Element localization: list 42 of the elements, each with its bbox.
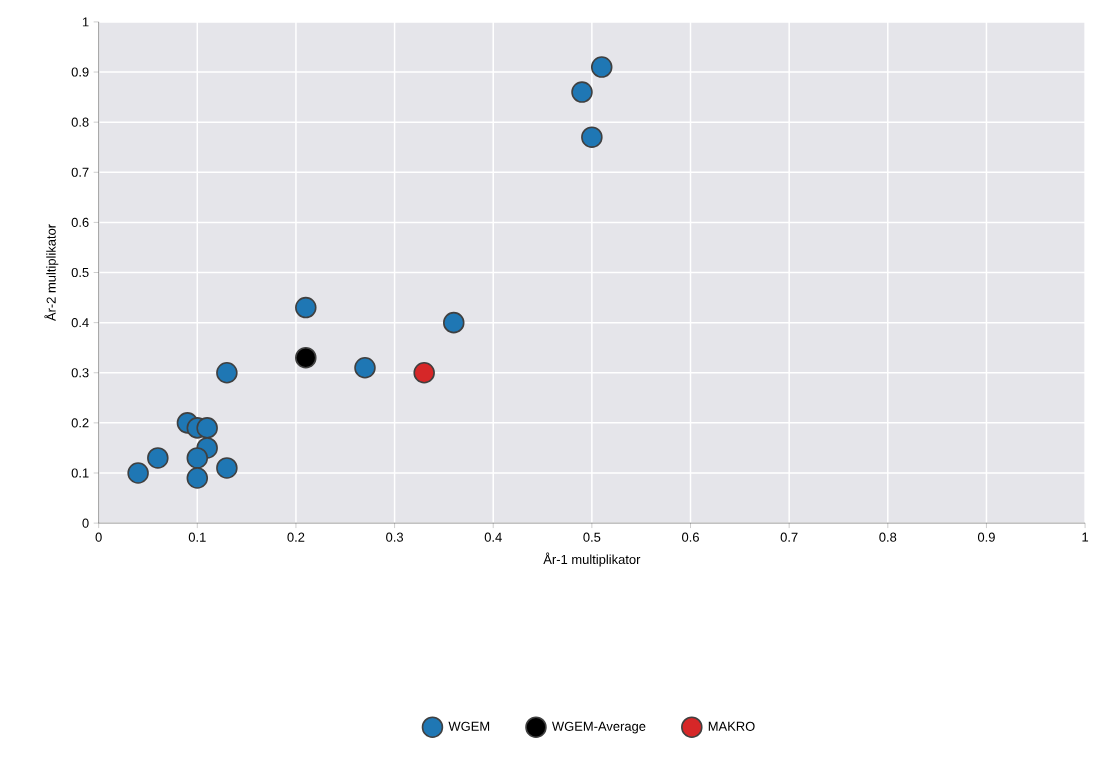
x-tick-label: 0.6: [682, 532, 699, 542]
x-tick-label: 0.7: [780, 532, 798, 542]
y-tick-label: 1: [82, 17, 89, 27]
x-tick-label: 0.2: [287, 532, 305, 542]
y-tick-label: 0: [82, 518, 89, 528]
y-tick-label: 0.8: [71, 117, 89, 127]
y-tick-label: 0.3: [71, 368, 89, 378]
x-tick-label: 0: [95, 532, 102, 542]
point: [216, 361, 238, 384]
point: [413, 361, 435, 384]
point: [581, 126, 603, 148]
y-axis-title: År-2 multiplikator: [44, 224, 59, 321]
x-tick-label: 0.9: [977, 532, 995, 542]
point: [186, 447, 209, 469]
point: [354, 356, 376, 379]
point: [571, 81, 593, 103]
point: [127, 462, 149, 484]
legend-label: MAKRO: [708, 721, 755, 731]
y-tick-label: 0.7: [71, 167, 89, 177]
x-tick-label: 1: [1082, 532, 1089, 542]
x-tick-label: 0.5: [583, 532, 601, 542]
legend-label: WGEM-Average: [551, 721, 646, 734]
y-tick-label: 0.2: [71, 418, 89, 428]
point: [590, 56, 613, 78]
point: [216, 457, 238, 479]
x-tick-label: 0.3: [386, 532, 404, 542]
point: [196, 416, 218, 439]
y-tick-label: 0.9: [71, 67, 89, 77]
legend-label: WGEM: [448, 721, 490, 731]
y-tick-label: 0.6: [71, 217, 89, 227]
point: [295, 296, 317, 319]
y-tick-label: 0.4: [71, 317, 89, 328]
x-tick-label: 0.1: [188, 532, 206, 542]
x-tick-label: 0.4: [484, 532, 502, 542]
point: [147, 447, 169, 469]
x-tick-label: 0.8: [879, 532, 897, 542]
point: [295, 346, 317, 369]
y-tick-label: 0.1: [71, 468, 89, 478]
x-axis-title: År-1 multiplikator: [543, 552, 641, 567]
y-tick-label: 0.5: [71, 267, 89, 277]
point: [186, 467, 209, 489]
point: [443, 311, 465, 334]
